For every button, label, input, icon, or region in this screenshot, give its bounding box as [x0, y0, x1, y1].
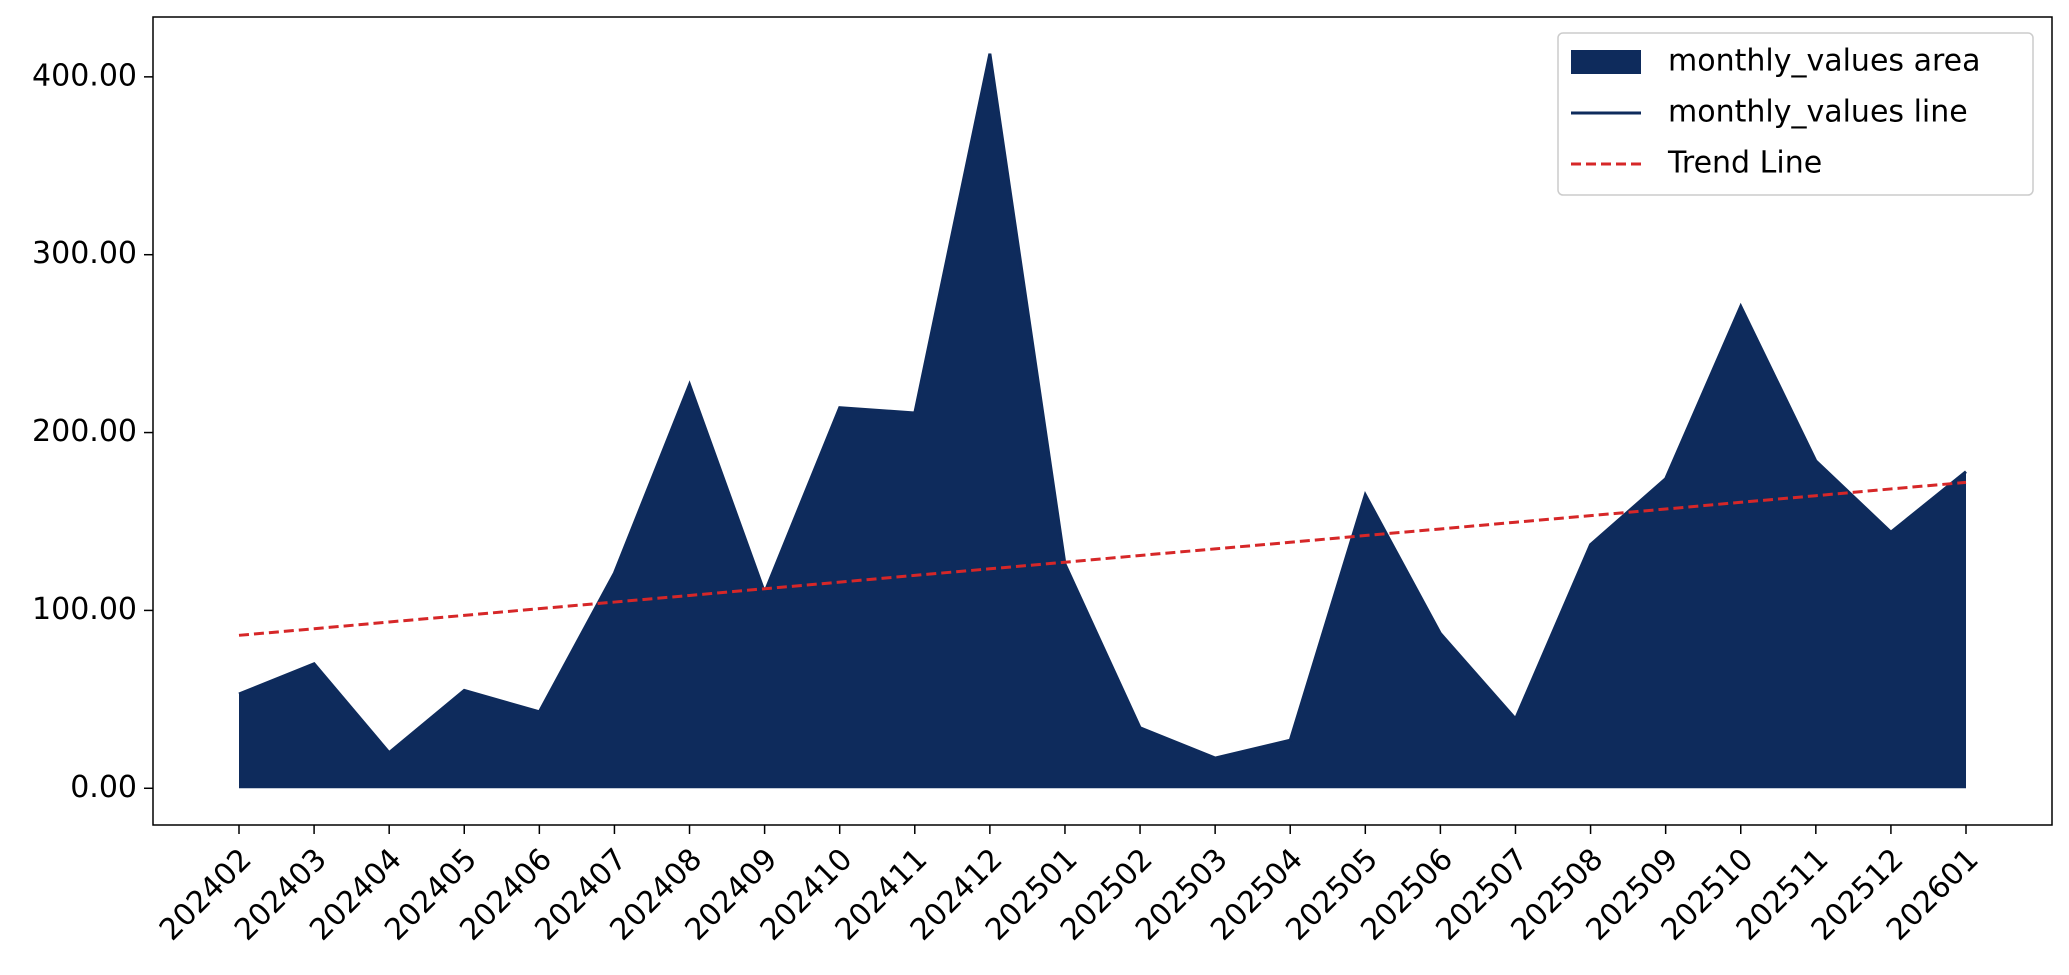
legend-swatch	[1571, 50, 1641, 74]
legend-label: monthly_values line	[1668, 95, 1968, 130]
trend-line	[238, 480, 1967, 637]
legend-label: Trend Line	[1667, 146, 1822, 181]
plot-frame	[152, 16, 2053, 826]
y-tick-label: 0.00	[70, 770, 137, 805]
legend-box	[1557, 32, 2034, 196]
y-tick-label: 300.00	[32, 236, 137, 271]
y-tick-label: 200.00	[32, 414, 137, 449]
legend-label: monthly_values area	[1668, 44, 1980, 79]
y-tick-label: 400.00	[32, 58, 137, 93]
line	[238, 53, 1967, 760]
y-tick-label: 100.00	[32, 592, 137, 627]
area	[239, 53, 1966, 789]
